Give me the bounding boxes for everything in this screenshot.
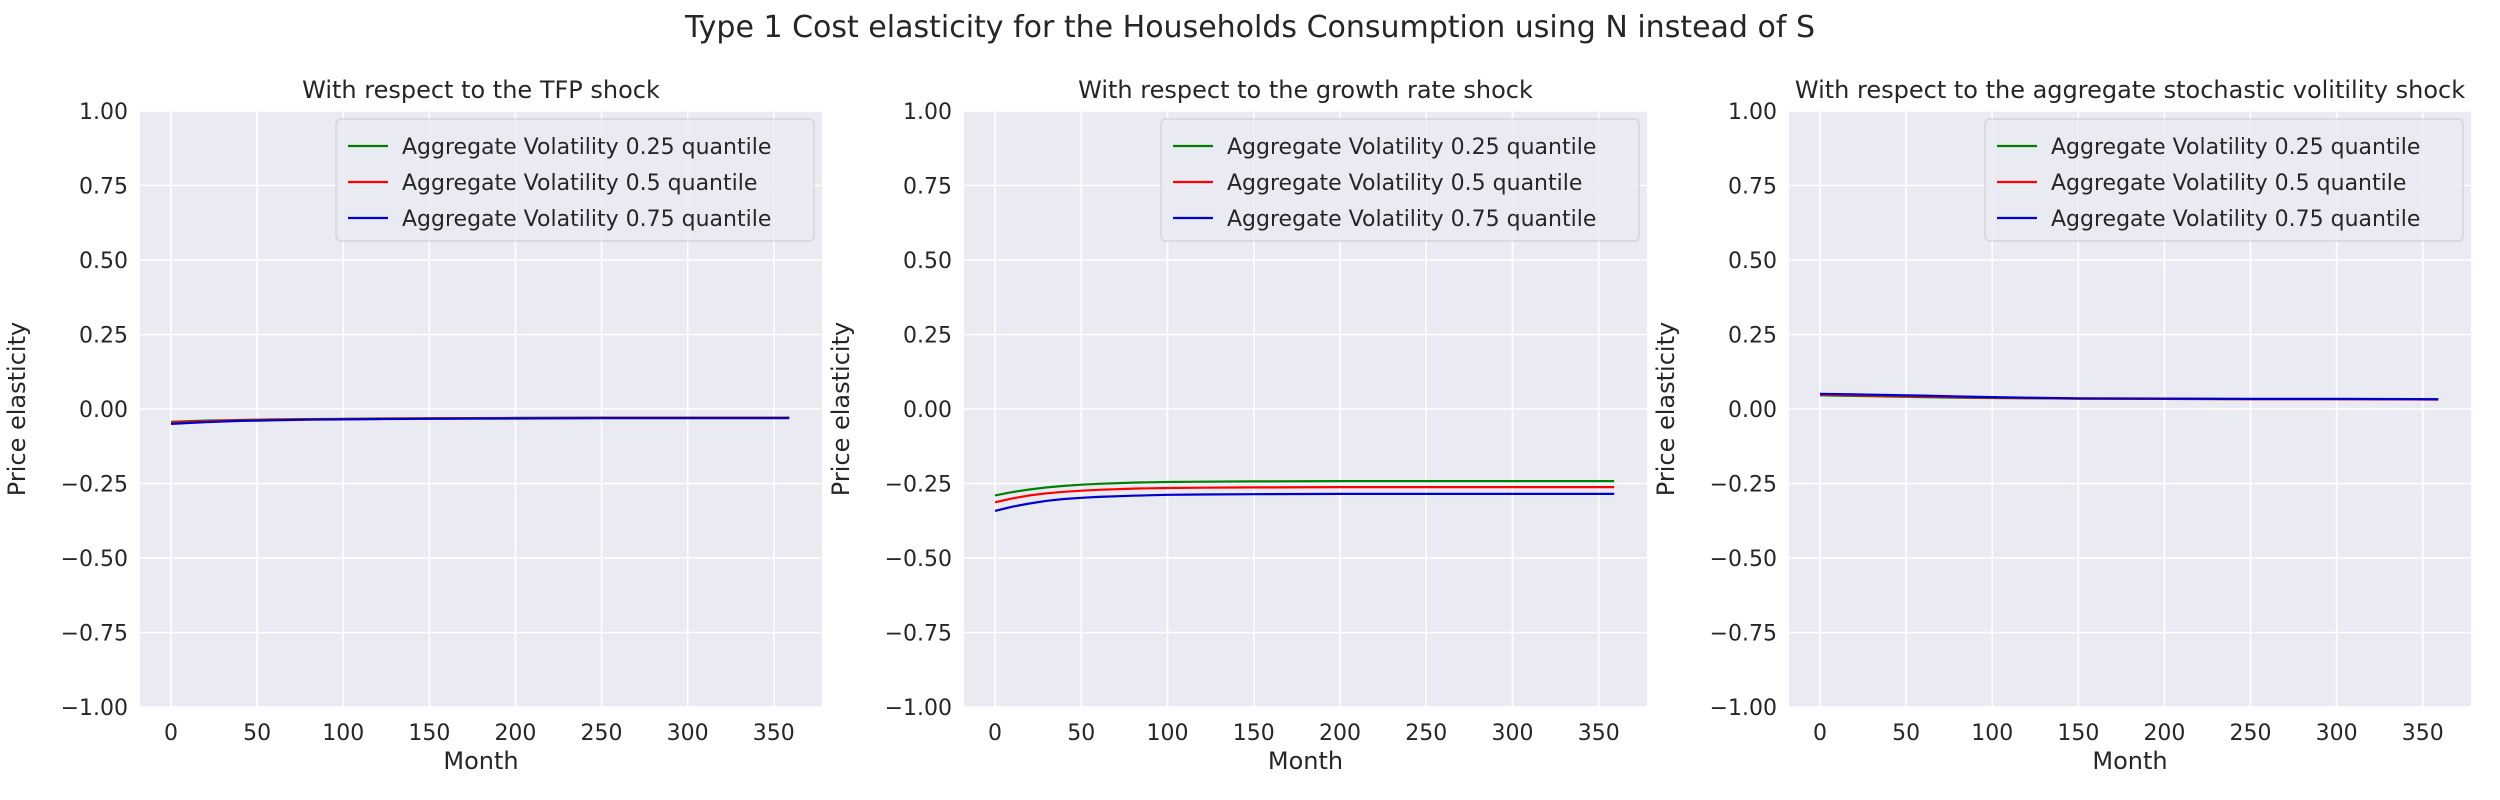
x-tick-label: 350 xyxy=(753,721,795,746)
y-tick-label: −1.00 xyxy=(885,696,952,721)
x-tick-label: 300 xyxy=(667,721,709,746)
subplot-title: With respect to the growth rate shock xyxy=(1078,76,1533,104)
x-tick-label: 150 xyxy=(2057,721,2099,746)
figure-title: Type 1 Cost elasticity for the Household… xyxy=(685,10,1815,45)
y-axis-label: Price elasticity xyxy=(1652,322,1680,496)
series-line-1 xyxy=(994,480,1615,497)
legend-entry: Aggregate Volatility 0.75 quantile xyxy=(402,207,771,232)
y-tick-label: −0.50 xyxy=(61,547,128,572)
subplot-title: With respect to the TFP shock xyxy=(302,76,660,104)
y-tick-label: 0.25 xyxy=(79,324,128,349)
x-tick-label: 350 xyxy=(2402,721,2444,746)
x-tick-label: 250 xyxy=(581,721,623,746)
y-tick-label: 0.25 xyxy=(903,324,952,349)
y-tick-label: 1.00 xyxy=(1728,100,1777,125)
legend-box xyxy=(335,118,815,242)
y-tick-label: −0.75 xyxy=(885,622,952,647)
x-tick-label: 150 xyxy=(408,721,450,746)
subplot-1: −1.00 −0.75 −0.50 −0.25 0.00 0.25 0.50 0.75 1.00… xyxy=(3,76,822,775)
x-axis-label: Month xyxy=(2092,747,2167,775)
x-tick-label: 100 xyxy=(1971,721,2013,746)
y-tick-label: 0.00 xyxy=(903,398,952,423)
x-tick-label: 0 xyxy=(1813,721,1827,746)
subplot-2: −1.00 −0.75 −0.50 −0.25 0.00 0.25 0.50 0.75 1.00… xyxy=(827,76,1647,775)
series-line-3 xyxy=(994,492,1615,512)
y-tick-label: −1.00 xyxy=(1710,696,1777,721)
x-tick-label: 200 xyxy=(1319,721,1361,746)
y-tick-label: −0.25 xyxy=(61,473,128,498)
legend-entry: Aggregate Volatility 0.25 quantile xyxy=(1227,135,1596,160)
legend-entry: Aggregate Volatility 0.75 quantile xyxy=(2051,207,2420,232)
y-tick-label: 0.75 xyxy=(903,175,952,200)
x-tick-label: 100 xyxy=(322,721,364,746)
subplot-title: With respect to the aggregate stochastic… xyxy=(1795,76,2465,104)
legend-entry: Aggregate Volatility 0.5 quantile xyxy=(2051,171,2406,196)
legend-box xyxy=(1160,118,1640,242)
subplot-3: −1.00 −0.75 −0.50 −0.25 0.00 0.25 0.50 0.75 1.00… xyxy=(1652,76,2471,775)
x-tick-label: 300 xyxy=(1491,721,1533,746)
legend-entry: Aggregate Volatility 0.75 quantile xyxy=(1227,207,1596,232)
x-tick-label: 50 xyxy=(1892,721,1920,746)
y-tick-label: 0.50 xyxy=(79,249,128,274)
legend-box xyxy=(1984,118,2464,242)
x-tick-label: 50 xyxy=(1067,721,1095,746)
x-tick-label: 250 xyxy=(1405,721,1447,746)
y-tick-label: 1.00 xyxy=(79,100,128,125)
x-tick-label: 50 xyxy=(243,721,271,746)
y-tick-label: −0.50 xyxy=(1710,547,1777,572)
x-tick-label: 200 xyxy=(494,721,536,746)
y-axis-label: Price elasticity xyxy=(827,322,855,496)
y-tick-label: 0.50 xyxy=(1728,249,1777,274)
x-tick-label: 0 xyxy=(988,721,1002,746)
y-tick-label: −0.50 xyxy=(885,547,952,572)
x-tick-label: 350 xyxy=(1578,721,1620,746)
x-tick-label: 0 xyxy=(164,721,178,746)
x-tick-label: 200 xyxy=(2143,721,2185,746)
x-axis-label: Month xyxy=(443,747,518,775)
legend-entry: Aggregate Volatility 0.25 quantile xyxy=(2051,135,2420,160)
x-tick-label: 150 xyxy=(1233,721,1275,746)
legend-entry: Aggregate Volatility 0.5 quantile xyxy=(402,171,757,196)
series-line-2 xyxy=(994,486,1615,504)
x-tick-label: 300 xyxy=(2316,721,2358,746)
y-tick-label: 0.00 xyxy=(1728,398,1777,423)
y-tick-label: 1.00 xyxy=(903,100,952,125)
x-axis-label: Month xyxy=(1268,747,1343,775)
y-tick-label: 0.75 xyxy=(79,175,128,200)
y-tick-label: −0.25 xyxy=(885,473,952,498)
y-axis-label: Price elasticity xyxy=(3,322,31,496)
y-tick-label: 0.25 xyxy=(1728,324,1777,349)
y-tick-label: −1.00 xyxy=(61,696,128,721)
x-tick-label: 250 xyxy=(2230,721,2272,746)
y-tick-label: −0.75 xyxy=(1710,622,1777,647)
y-tick-label: 0.75 xyxy=(1728,175,1777,200)
y-tick-label: −0.75 xyxy=(61,622,128,647)
legend-entry: Aggregate Volatility 0.25 quantile xyxy=(402,135,771,160)
legend: Aggregate Volatility 0.25 quantile Aggreg… xyxy=(335,118,815,242)
y-tick-label: 0.50 xyxy=(903,249,952,274)
series-line-3 xyxy=(1819,392,2439,401)
legend-entry: Aggregate Volatility 0.5 quantile xyxy=(1227,171,1582,196)
series-line-3 xyxy=(170,417,790,425)
y-tick-label: 0.00 xyxy=(79,398,128,423)
y-tick-label: −0.25 xyxy=(1710,473,1777,498)
x-tick-label: 100 xyxy=(1147,721,1189,746)
legend: Aggregate Volatility 0.25 quantile Aggreg… xyxy=(1984,118,2464,242)
legend: Aggregate Volatility 0.25 quantile Aggreg… xyxy=(1160,118,1640,242)
